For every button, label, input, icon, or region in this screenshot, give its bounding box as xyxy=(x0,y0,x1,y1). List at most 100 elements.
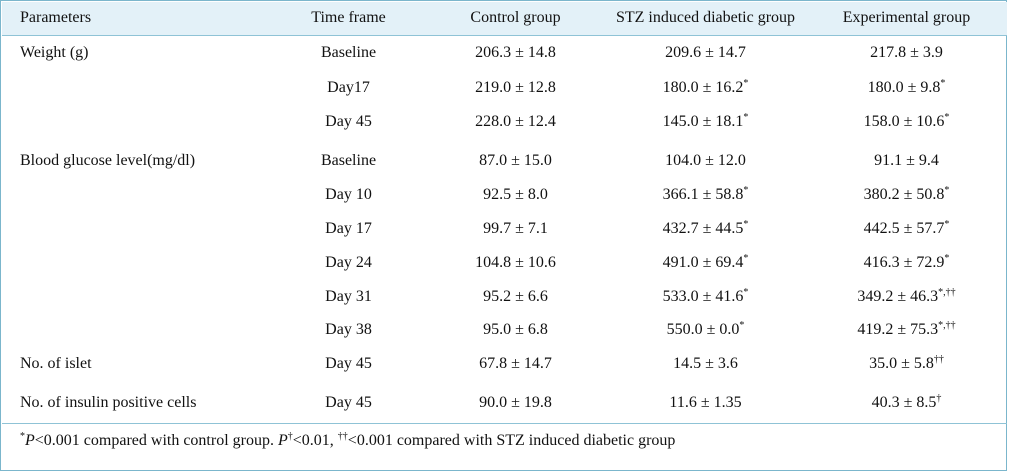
row-stz-cell: 533.0 ± 41.6* xyxy=(593,287,818,307)
header-experimental-group: Experimental group xyxy=(842,9,971,26)
row-control-value: 206.3 ± 14.8 xyxy=(475,44,556,61)
row-time-frame: Baseline xyxy=(320,152,377,169)
row-exp-significance: * xyxy=(940,78,946,89)
row-parameter: Blood glucose level(mg/dl) xyxy=(20,152,196,169)
row-time-frame: Day 31 xyxy=(325,288,372,305)
row-exp-cell: 158.0 ± 10.6* xyxy=(819,112,994,132)
footnote-p-symbol: P xyxy=(25,432,35,449)
row-control-value: 67.8 ± 14.7 xyxy=(479,355,552,372)
row-exp-significance: *,†† xyxy=(938,287,956,298)
row-time-frame: Day 45 xyxy=(325,113,372,130)
row-stz-cell: 180.0 ± 16.2* xyxy=(593,78,818,98)
row-exp-value: 180.0 ± 9.8 xyxy=(867,79,941,96)
table-header-band xyxy=(2,2,1007,36)
footnote-text-control: <0.001 compared with control group. xyxy=(34,432,278,449)
row-control-value: 92.5 ± 8.0 xyxy=(483,186,548,203)
row-exp-significance: * xyxy=(944,253,950,264)
footnote-text-stz: <0.001 compared with STZ induced diabeti… xyxy=(347,432,676,449)
row-exp-cell: 180.0 ± 9.8* xyxy=(819,78,994,98)
row-exp-value: 217.8 ± 3.9 xyxy=(870,44,943,61)
row-stz-cell: 209.6 ± 14.7 xyxy=(593,43,818,63)
footnote-dagger: † xyxy=(287,431,293,442)
row-exp-cell: 349.2 ± 46.3*,†† xyxy=(819,287,994,307)
row-exp-significance: †† xyxy=(933,354,944,365)
row-stz-significance: * xyxy=(743,78,749,89)
row-time-frame: Day 10 xyxy=(325,186,372,203)
row-exp-significance: † xyxy=(936,393,942,404)
row-stz-cell: 491.0 ± 69.4* xyxy=(593,253,818,273)
row-control-value: 95.2 ± 6.6 xyxy=(483,288,548,305)
row-exp-value: 442.5 ± 57.7 xyxy=(863,220,945,237)
row-control-value: 219.0 ± 12.8 xyxy=(475,79,556,96)
row-stz-value: 550.0 ± 0.0 xyxy=(666,321,740,338)
header-time-frame: Time frame xyxy=(311,9,386,26)
row-stz-value: 104.0 ± 12.0 xyxy=(665,152,746,169)
row-control-value: 90.0 ± 19.8 xyxy=(479,394,552,411)
header-parameters: Parameters xyxy=(20,9,92,26)
row-control-value: 104.8 ± 10.6 xyxy=(475,254,556,271)
row-stz-value: 11.6 ± 1.35 xyxy=(669,394,742,411)
row-control-value: 228.0 ± 12.4 xyxy=(475,113,556,130)
header-stz-group: STZ induced diabetic group xyxy=(615,9,796,26)
row-time-frame: Day 45 xyxy=(325,355,372,372)
row-stz-cell: 432.7 ± 44.5* xyxy=(593,219,818,239)
row-stz-cell: 550.0 ± 0.0* xyxy=(593,320,818,340)
row-stz-significance: * xyxy=(743,253,749,264)
row-stz-value: 432.7 ± 44.5 xyxy=(662,220,744,237)
row-control-value: 99.7 ± 7.1 xyxy=(483,220,548,237)
row-time-frame: Day 45 xyxy=(325,394,372,411)
row-stz-value: 209.6 ± 14.7 xyxy=(665,44,746,61)
header-control-group: Control group xyxy=(470,9,561,26)
row-parameter: No. of islet xyxy=(20,355,92,372)
table-footnote: *P<0.001 compared with control group. P†… xyxy=(20,431,675,451)
row-time-frame: Day 24 xyxy=(325,254,372,271)
row-stz-value: 145.0 ± 18.1 xyxy=(662,113,744,130)
row-stz-significance: * xyxy=(743,287,749,298)
row-stz-cell: 11.6 ± 1.35 xyxy=(593,393,818,413)
row-time-frame: Baseline xyxy=(320,44,377,61)
row-exp-significance: * xyxy=(944,185,950,196)
footnote-text-p01: <0.01, xyxy=(292,432,338,449)
row-time-frame: Day17 xyxy=(327,79,370,96)
row-exp-cell: 40.3 ± 8.5† xyxy=(819,393,994,413)
row-exp-value: 349.2 ± 46.3 xyxy=(857,288,939,305)
footnote-asterisk: * xyxy=(20,431,25,442)
row-exp-value: 416.3 ± 72.9 xyxy=(863,254,945,271)
row-parameter: No. of insulin positive cells xyxy=(20,394,197,411)
row-stz-value: 366.1 ± 58.8 xyxy=(662,186,744,203)
row-stz-significance: * xyxy=(743,112,749,123)
row-stz-significance: * xyxy=(739,320,745,331)
row-stz-value: 491.0 ± 69.4 xyxy=(662,254,744,271)
row-stz-significance: * xyxy=(743,219,749,230)
row-exp-significance: * xyxy=(944,112,950,123)
row-exp-value: 380.2 ± 50.8 xyxy=(863,186,945,203)
footnote-p-symbol-2: P xyxy=(277,432,288,449)
row-time-frame: Day 38 xyxy=(325,321,372,338)
row-exp-value: 35.0 ± 5.8 xyxy=(869,355,934,372)
row-time-frame: Day 17 xyxy=(325,220,372,237)
row-stz-cell: 366.1 ± 58.8* xyxy=(593,185,818,205)
row-parameter: Weight (g) xyxy=(20,44,89,61)
row-stz-value: 14.5 ± 3.6 xyxy=(673,355,738,372)
row-stz-cell: 14.5 ± 3.6 xyxy=(593,354,818,374)
row-control-value: 95.0 ± 6.8 xyxy=(483,321,548,338)
row-exp-value: 158.0 ± 10.6 xyxy=(863,113,945,130)
row-stz-value: 533.0 ± 41.6 xyxy=(662,288,744,305)
row-exp-cell: 416.3 ± 72.9* xyxy=(819,253,994,273)
row-exp-value: 40.3 ± 8.5 xyxy=(871,394,937,411)
row-exp-cell: 442.5 ± 57.7* xyxy=(819,219,994,239)
row-exp-cell: 217.8 ± 3.9 xyxy=(819,43,994,63)
row-exp-significance: * xyxy=(944,219,950,230)
row-stz-cell: 145.0 ± 18.1* xyxy=(593,112,818,132)
row-control-value: 87.0 ± 15.0 xyxy=(479,152,552,169)
row-exp-cell: 35.0 ± 5.8†† xyxy=(819,354,994,374)
footnote-divider xyxy=(2,423,1007,424)
row-exp-cell: 380.2 ± 50.8* xyxy=(819,185,994,205)
row-exp-value: 419.2 ± 75.3 xyxy=(857,321,939,338)
row-stz-value: 180.0 ± 16.2 xyxy=(662,79,744,96)
row-exp-value: 91.1 ± 9.4 xyxy=(874,152,939,169)
row-exp-cell: 419.2 ± 75.3*,†† xyxy=(819,320,994,340)
row-exp-significance: *,†† xyxy=(938,320,956,331)
row-stz-cell: 104.0 ± 12.0 xyxy=(593,151,818,171)
